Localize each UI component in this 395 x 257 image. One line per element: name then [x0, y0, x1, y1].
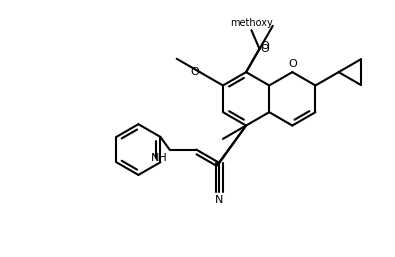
- Text: O: O: [190, 67, 199, 77]
- Text: O: O: [288, 59, 297, 69]
- Text: N: N: [215, 195, 224, 205]
- Text: methoxy: methoxy: [230, 18, 273, 28]
- Text: O: O: [260, 41, 269, 51]
- Text: NH: NH: [151, 153, 167, 162]
- Text: O: O: [260, 44, 269, 54]
